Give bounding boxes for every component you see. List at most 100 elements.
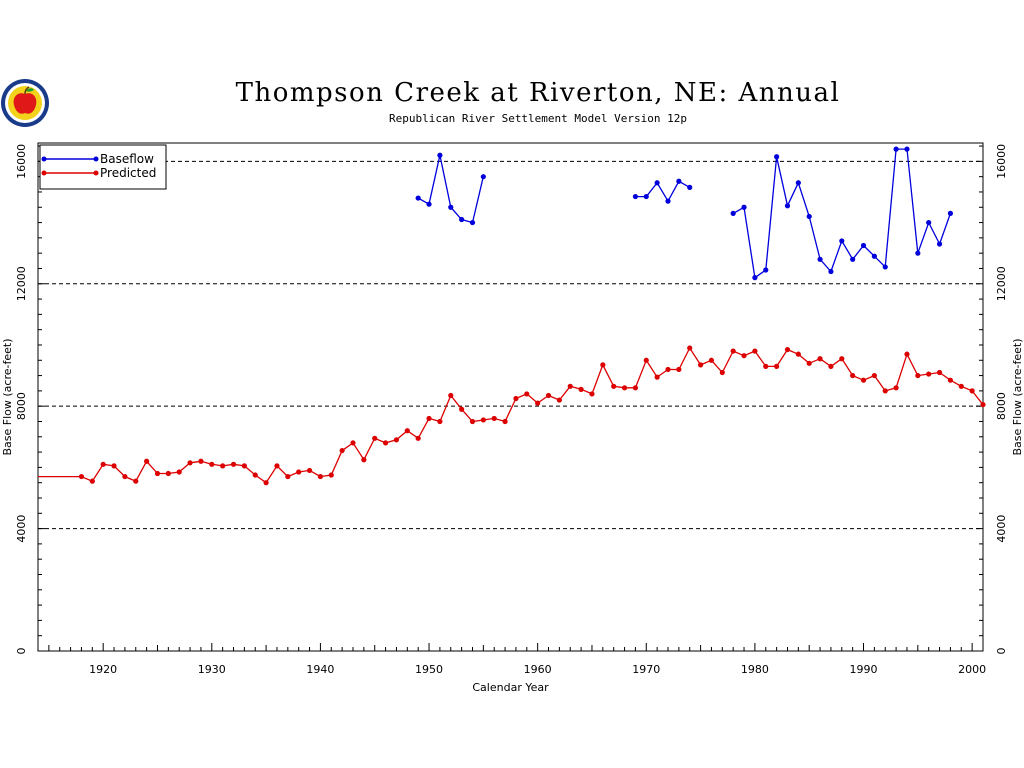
baseflow-point-1984 (795, 180, 801, 186)
predicted-point-1995 (915, 372, 921, 379)
predicted-point-1959 (524, 391, 530, 397)
y-tick-label-left: 12000 (15, 266, 28, 301)
predicted-point-1990 (860, 377, 867, 383)
predicted-point-1998 (947, 377, 954, 383)
predicted-point-1991 (871, 372, 877, 379)
predicted-point-1978 (730, 348, 736, 354)
x-tick-label: 1950 (415, 663, 443, 676)
predicted-point-1920 (100, 461, 106, 467)
predicted-point-1927 (176, 469, 182, 475)
legend-predicted-marker-end (93, 170, 99, 176)
predicted-point-1929 (198, 458, 204, 464)
predicted-point-1969 (632, 385, 639, 391)
predicted-point-1986 (817, 356, 823, 362)
y-axis-title-left: Base Flow (acre-feet) (1, 339, 14, 456)
axes (37, 142, 984, 652)
predicted-point-1970 (643, 357, 649, 363)
predicted-point-1962 (556, 397, 562, 403)
predicted-point-1954 (469, 418, 476, 425)
predicted-point-1999 (958, 383, 964, 389)
baseflow-point-1971 (654, 180, 660, 186)
baseflow-point-1994 (904, 146, 910, 152)
predicted-point-1997 (936, 369, 943, 376)
baseflow-line-segment-3 (732, 148, 952, 279)
baseflow-point-1987 (828, 268, 834, 275)
predicted-point-1987 (828, 363, 834, 369)
predicted-point-1946 (382, 440, 389, 446)
baseflow-point-1955 (480, 174, 486, 180)
baseflow-point-1953 (459, 216, 465, 223)
predicted-point-1985 (806, 360, 812, 366)
predicted-point-2000 (969, 388, 975, 394)
baseflow-point-1983 (784, 203, 791, 209)
predicted-point-1972 (665, 366, 671, 373)
predicted-point-1996 (926, 371, 932, 377)
apple-logo-icon (1, 79, 49, 127)
predicted-point-1951 (437, 418, 443, 425)
gridlines (38, 160, 983, 530)
y-tick-label-right: 16000 (995, 144, 1008, 179)
predicted-point-1980 (752, 348, 758, 354)
predicted-point-1947 (393, 437, 400, 443)
predicted-line-segment-1 (38, 346, 984, 484)
predicted-point-1976 (708, 357, 715, 363)
predicted-point-2001 (980, 402, 986, 408)
chart-title: Thompson Creek at Riverton, NE: Annual (235, 78, 841, 108)
predicted-point-1984 (795, 351, 801, 357)
predicted-point-1942 (339, 447, 345, 454)
predicted-point-1961 (545, 392, 552, 399)
predicted-point-1981 (763, 363, 769, 369)
baseflow-point-1978 (730, 210, 736, 216)
baseflow-point-1991 (871, 253, 877, 259)
y-tick-label-left: 8000 (15, 392, 28, 420)
predicted-point-1979 (741, 353, 747, 359)
baseflow-line-segment-2 (635, 180, 691, 203)
predicted-point-1943 (350, 440, 356, 446)
predicted-point-1966 (600, 362, 606, 368)
y-axis-title-right: Base Flow (acre-feet) (1011, 339, 1024, 456)
legend-baseflow-label: Baseflow (100, 152, 154, 166)
baseflow-point-1998 (947, 210, 954, 216)
baseflow-point-1969 (632, 193, 639, 200)
x-axis-title: Calendar Year (472, 681, 549, 694)
predicted-point-1932 (230, 461, 237, 467)
x-tick-label: 1920 (89, 663, 117, 676)
x-tick-label: 2000 (958, 663, 986, 676)
predicted-point-1988 (839, 356, 845, 362)
baseflow-point-1989 (850, 256, 856, 262)
baseflow-point-1973 (676, 178, 682, 184)
predicted-point-1924 (144, 458, 150, 464)
x-tick-label: 1970 (632, 663, 660, 676)
legend-baseflow-marker-start (41, 156, 47, 162)
y-tick-label-left: 16000 (15, 144, 28, 179)
baseflow-point-1985 (806, 213, 812, 220)
predicted-point-1925 (154, 470, 161, 477)
predicted-point-1989 (850, 372, 856, 379)
baseflow-point-1981 (763, 267, 769, 273)
y-tick-label-left: 0 (15, 648, 28, 655)
predicted-point-1952 (448, 392, 454, 399)
predicted-point-1982 (774, 363, 780, 369)
x-tick-label: 1980 (741, 663, 769, 676)
predicted-point-1940 (317, 473, 324, 480)
predicted-point-1921 (111, 463, 117, 469)
predicted-point-1958 (513, 395, 519, 402)
baseflow-point-1954 (469, 219, 476, 226)
y-tick-label-right: 4000 (995, 515, 1008, 543)
predicted-point-1993 (893, 385, 899, 391)
baseflow-point-1997 (936, 241, 943, 247)
x-tick-label: 1930 (198, 663, 226, 676)
y-tick-label-right: 8000 (995, 392, 1008, 420)
x-tick-label: 1990 (850, 663, 878, 676)
legend-predicted-label: Predicted (100, 166, 156, 180)
predicted-point-1955 (480, 417, 486, 423)
baseflow-point-1952 (448, 204, 454, 210)
baseflow-point-1988 (839, 238, 845, 244)
baseflow-point-1993 (893, 146, 899, 152)
baseflow-point-1950 (426, 201, 432, 207)
predicted-point-1957 (502, 418, 508, 425)
baseflow-point-1992 (882, 264, 888, 270)
predicted-point-1956 (491, 415, 497, 422)
predicted-point-1963 (567, 383, 573, 389)
predicted-point-1931 (220, 463, 226, 469)
